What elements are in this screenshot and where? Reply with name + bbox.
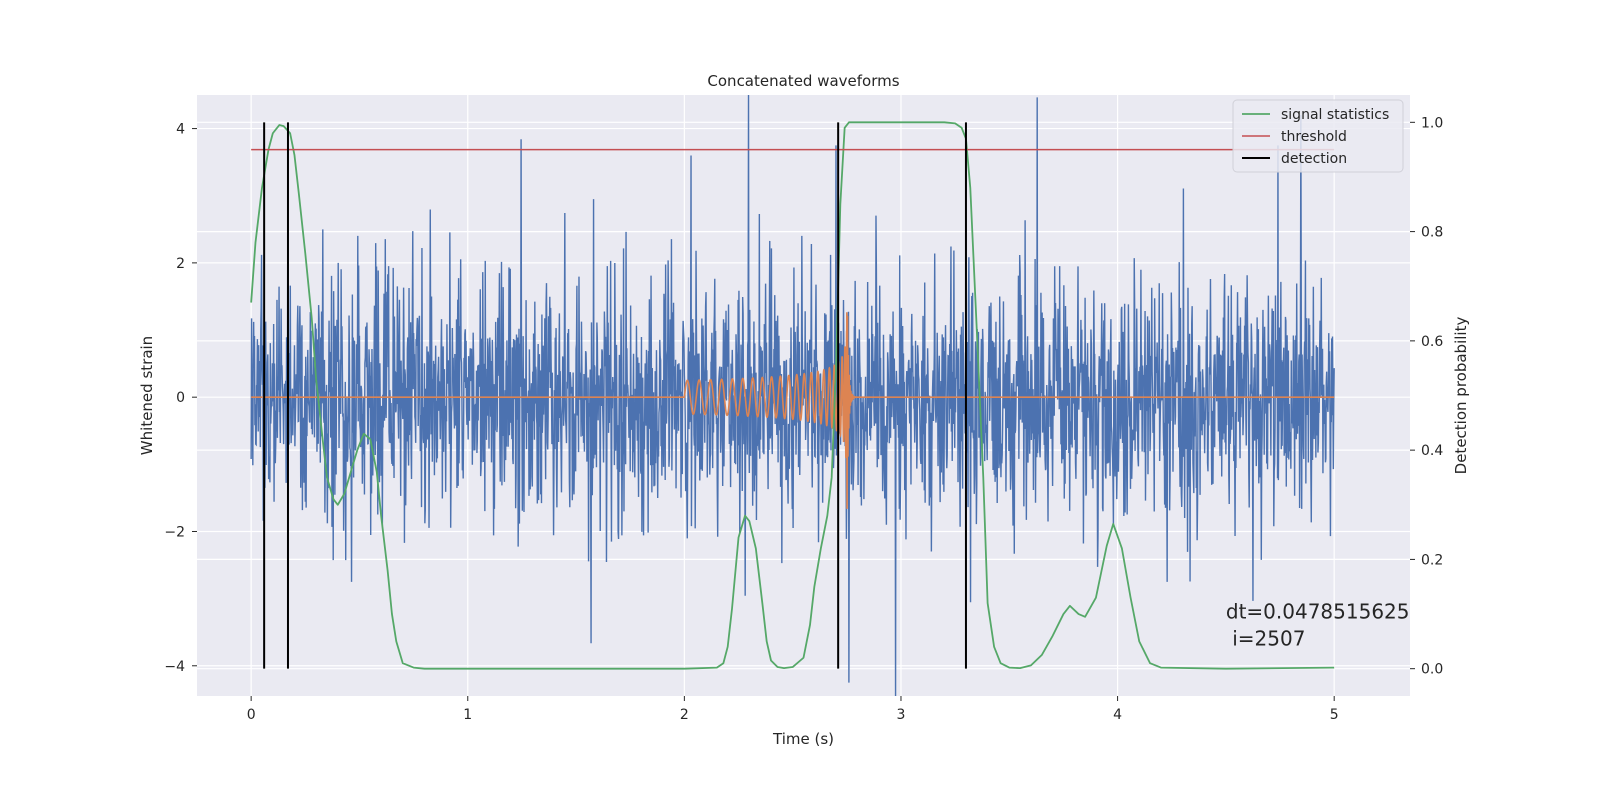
waveform-series-line xyxy=(251,312,1335,509)
noise-series-line xyxy=(250,95,1335,696)
x-tick-label: 0 xyxy=(247,707,256,723)
y-tick-label: 2 xyxy=(176,256,185,272)
legend: signal statistics threshold detection xyxy=(1232,99,1404,173)
y2-tick-label: 0.8 xyxy=(1421,225,1443,241)
chart-title: Concatenated waveforms xyxy=(707,72,899,90)
y-axis-label: Whitened strain xyxy=(138,336,156,455)
axes: 0 1 2 3 4 5 −4 −2 0 2 4 0.0 0.2 0.4 0.6 0.8 1.0 xyxy=(164,115,1443,723)
y2-tick-label: 0.0 xyxy=(1421,662,1443,678)
y2-tick-label: 0.4 xyxy=(1421,443,1443,459)
x-tick-label: 1 xyxy=(463,707,472,723)
y-tick-label: 4 xyxy=(176,122,185,138)
y-tick-label: −2 xyxy=(164,524,185,540)
signal-statistics-line xyxy=(250,121,1335,670)
y-tick-label: 0 xyxy=(176,390,185,406)
x-tick-label: 3 xyxy=(897,707,906,723)
x-tick-label: 4 xyxy=(1113,707,1122,723)
annotation-text: dt=0.0478515625 xyxy=(1226,599,1410,623)
legend-label: detection xyxy=(1281,151,1347,167)
y2-tick-label: 0.2 xyxy=(1421,552,1443,568)
annotations: dt=0.0478515625 i=2507 xyxy=(1226,599,1410,650)
legend-label: threshold xyxy=(1281,129,1347,145)
y2-tick-label: 1.0 xyxy=(1421,115,1443,131)
x-tick-label: 5 xyxy=(1330,707,1339,723)
y-tick-label: −4 xyxy=(164,659,185,675)
legend-box xyxy=(1232,99,1404,173)
legend-label: signal statistics xyxy=(1281,107,1389,123)
x-tick-label: 2 xyxy=(680,707,689,723)
y2-tick-label: 0.6 xyxy=(1421,334,1443,350)
plot-area xyxy=(250,95,1335,696)
annotation-text: i=2507 xyxy=(1226,627,1306,651)
y2-axis-label: Detection probability xyxy=(1452,317,1470,475)
x-axis-label: Time (s) xyxy=(772,730,834,748)
